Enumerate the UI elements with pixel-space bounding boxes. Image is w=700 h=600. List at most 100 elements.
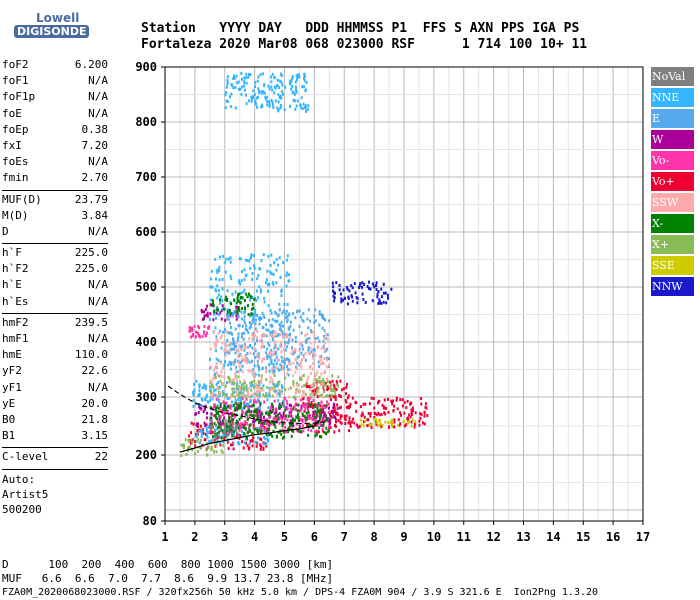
data-point bbox=[216, 372, 219, 376]
data-point bbox=[312, 410, 315, 414]
data-point bbox=[321, 382, 324, 386]
data-point bbox=[233, 381, 236, 385]
param-value: N/A bbox=[88, 294, 108, 308]
data-point bbox=[312, 351, 315, 355]
data-point bbox=[213, 414, 216, 418]
data-point bbox=[289, 414, 292, 418]
data-point bbox=[194, 412, 197, 416]
data-point bbox=[212, 450, 215, 454]
legend-item-ssw: SSW bbox=[651, 193, 694, 212]
data-point bbox=[249, 322, 252, 326]
data-point bbox=[213, 342, 216, 346]
data-point bbox=[296, 309, 299, 313]
data-point bbox=[243, 278, 246, 282]
param-value: 3.15 bbox=[81, 429, 109, 443]
data-point bbox=[277, 399, 280, 403]
data-point bbox=[303, 85, 306, 89]
data-point bbox=[284, 430, 287, 434]
data-point bbox=[210, 391, 213, 395]
data-point bbox=[305, 411, 308, 415]
data-point bbox=[303, 404, 306, 408]
data-point bbox=[316, 370, 319, 374]
data-point bbox=[314, 336, 317, 340]
data-point bbox=[214, 365, 217, 369]
data-point bbox=[232, 86, 235, 90]
data-point bbox=[240, 386, 243, 390]
data-point bbox=[226, 100, 229, 104]
data-point bbox=[276, 384, 279, 388]
data-point bbox=[280, 418, 283, 422]
data-point bbox=[387, 421, 390, 425]
data-point bbox=[347, 421, 350, 425]
data-point bbox=[232, 340, 235, 344]
data-point bbox=[255, 289, 258, 293]
data-point bbox=[258, 339, 261, 343]
data-point bbox=[270, 422, 273, 426]
data-point bbox=[285, 405, 288, 409]
x-tick-label: 17 bbox=[636, 530, 650, 544]
data-point bbox=[223, 363, 226, 367]
data-point bbox=[211, 393, 214, 397]
data-point bbox=[376, 421, 379, 425]
data-point bbox=[206, 326, 209, 330]
data-point bbox=[234, 426, 237, 430]
data-point bbox=[260, 417, 263, 421]
data-point bbox=[243, 315, 246, 319]
data-point bbox=[203, 325, 206, 329]
data-point bbox=[265, 378, 268, 382]
data-point bbox=[277, 382, 280, 386]
data-point bbox=[225, 434, 228, 438]
data-point bbox=[313, 334, 316, 338]
data-point bbox=[262, 332, 265, 336]
data-point bbox=[221, 287, 224, 291]
data-point bbox=[275, 365, 278, 369]
data-point bbox=[313, 392, 316, 396]
data-point bbox=[278, 79, 281, 83]
data-point bbox=[377, 411, 380, 415]
data-point bbox=[309, 319, 312, 323]
autoscale-line: Artist5 bbox=[2, 487, 49, 501]
data-point bbox=[393, 425, 396, 429]
data-point bbox=[350, 420, 353, 424]
data-point bbox=[345, 405, 348, 409]
data-point bbox=[367, 286, 370, 290]
data-point bbox=[263, 91, 266, 95]
data-point bbox=[267, 254, 270, 258]
data-point bbox=[385, 301, 388, 305]
param-name: MUF(D) bbox=[2, 192, 42, 206]
data-point bbox=[238, 417, 241, 421]
data-point bbox=[243, 385, 246, 389]
data-point bbox=[237, 80, 240, 84]
data-point bbox=[225, 295, 228, 299]
data-point bbox=[224, 93, 227, 97]
data-point bbox=[203, 406, 206, 410]
data-point bbox=[198, 383, 201, 387]
data-point bbox=[243, 88, 246, 92]
data-point bbox=[222, 444, 225, 448]
data-point bbox=[234, 372, 237, 376]
data-point bbox=[313, 419, 316, 423]
data-point bbox=[272, 421, 275, 425]
data-point bbox=[278, 256, 281, 260]
data-point bbox=[206, 311, 209, 315]
data-point bbox=[248, 428, 251, 432]
data-point bbox=[254, 440, 257, 444]
data-point bbox=[323, 413, 326, 417]
data-point bbox=[241, 335, 244, 339]
param-value: N/A bbox=[88, 106, 108, 120]
data-point bbox=[254, 355, 257, 359]
data-point bbox=[256, 430, 259, 434]
data-point bbox=[271, 338, 274, 342]
data-point bbox=[209, 312, 212, 316]
data-point bbox=[259, 389, 262, 393]
data-point bbox=[252, 386, 255, 390]
data-point bbox=[307, 433, 310, 437]
data-point bbox=[399, 398, 402, 402]
data-point bbox=[211, 431, 214, 435]
data-point bbox=[289, 422, 292, 426]
data-point bbox=[375, 418, 378, 422]
data-point bbox=[312, 425, 315, 429]
data-point bbox=[239, 282, 242, 286]
data-point bbox=[256, 79, 259, 83]
data-point bbox=[229, 378, 232, 382]
